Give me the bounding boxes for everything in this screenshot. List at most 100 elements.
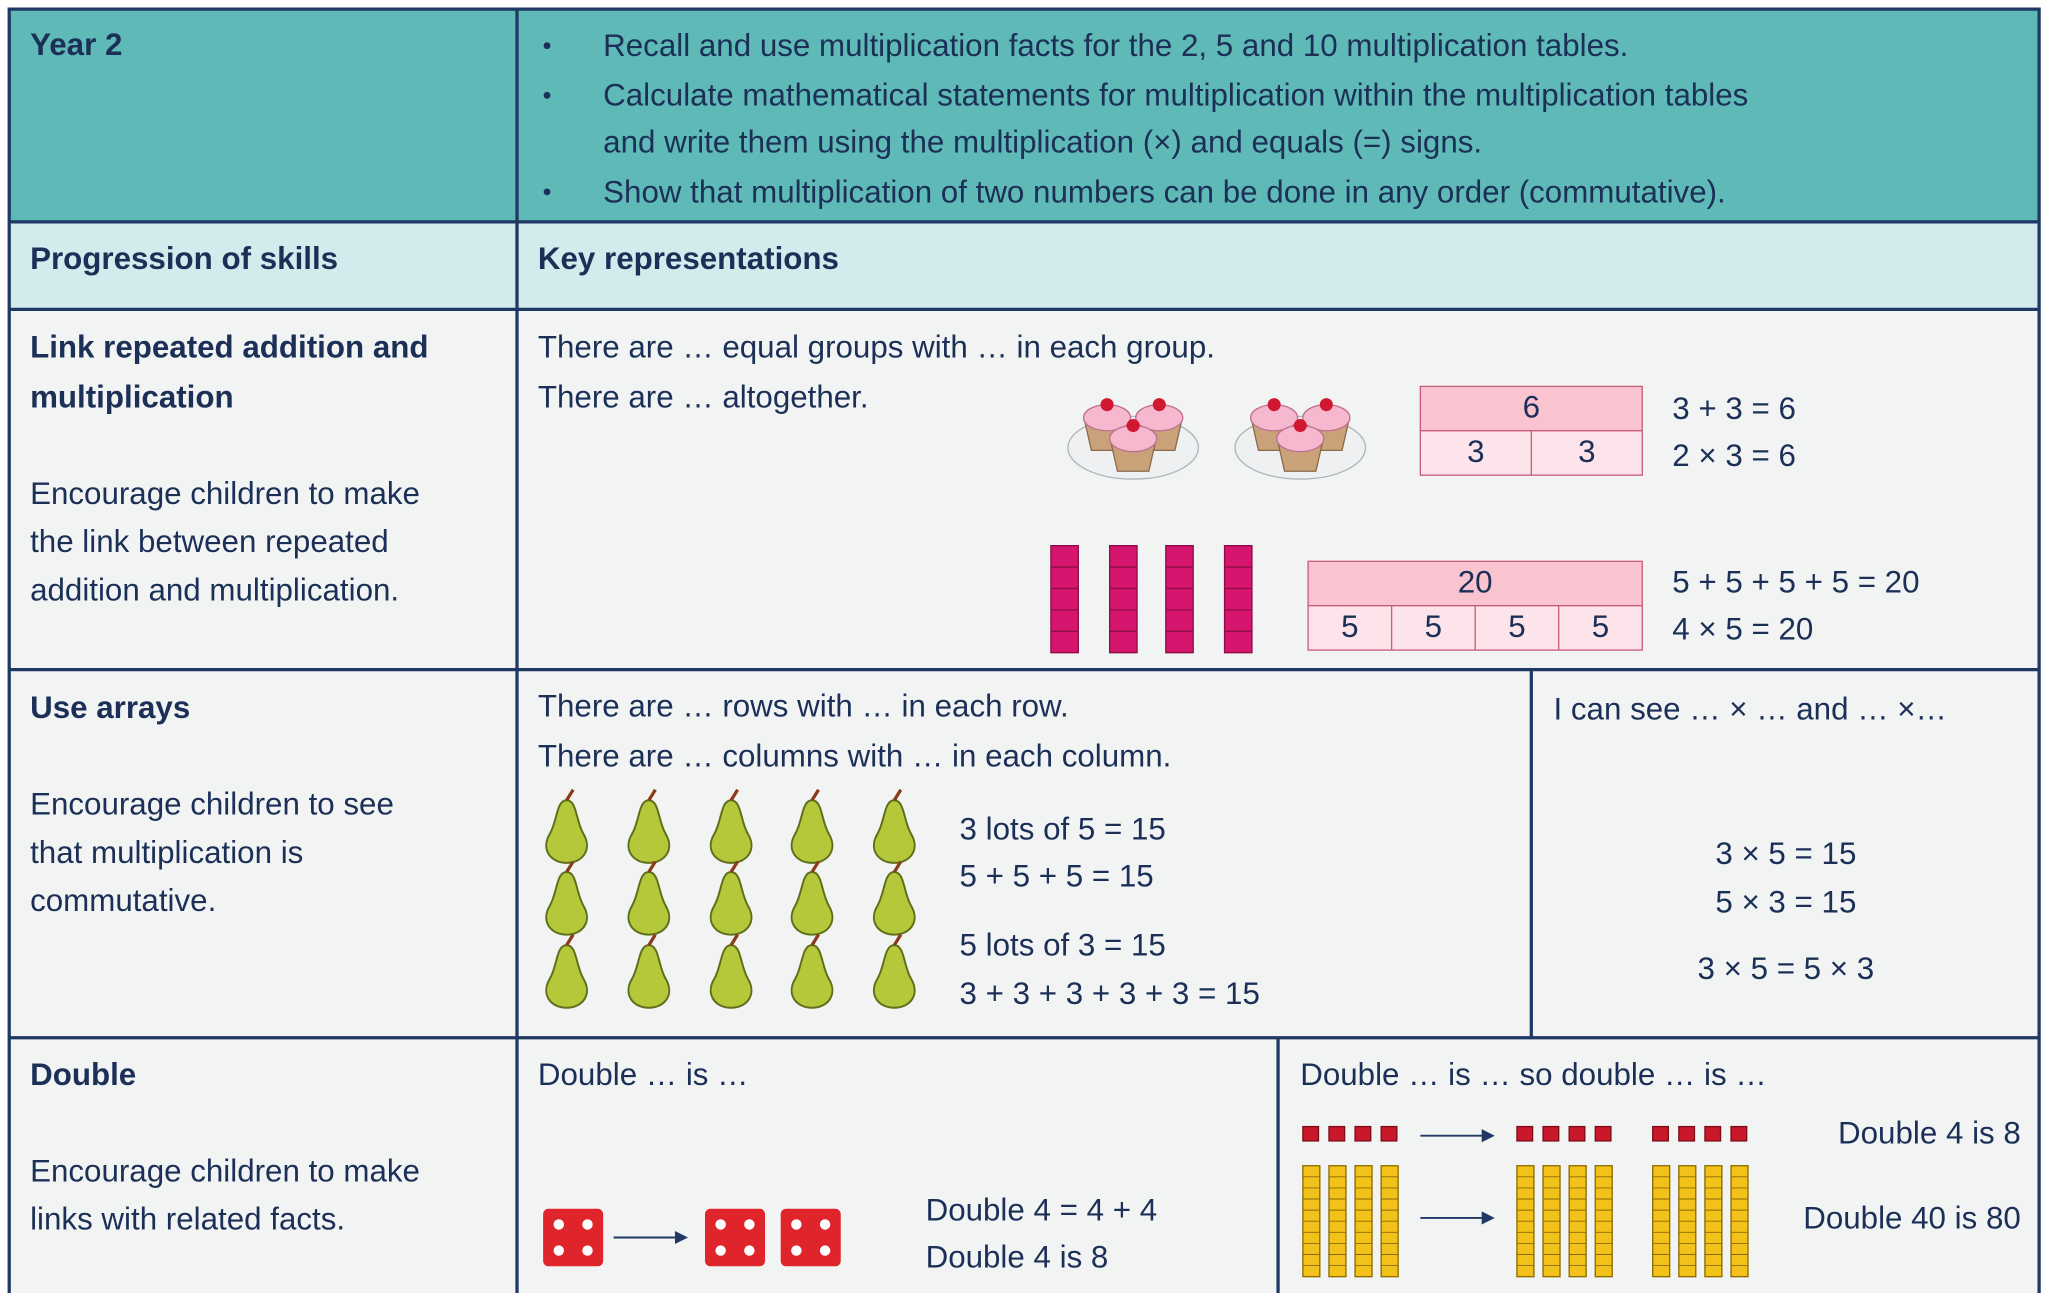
pear-stem <box>892 860 903 873</box>
cherry <box>1293 419 1307 433</box>
texts: Year 2 Recall and use multiplication fact… <box>30 27 2021 1275</box>
pear-stem <box>647 933 657 946</box>
objective-line: Calculate mathematical statements for mu… <box>603 78 1748 113</box>
skill-description: the link between repeated <box>30 524 389 559</box>
die-pip <box>791 1219 802 1230</box>
bar-part-label: 3 <box>1578 434 1595 469</box>
pear <box>709 944 753 1009</box>
equation: 3 + 3 + 3 + 3 + 3 = 15 <box>960 976 1260 1011</box>
bullet <box>543 42 551 50</box>
pear-stem <box>565 860 575 873</box>
pear <box>545 799 588 864</box>
unit-cube <box>1354 1125 1372 1142</box>
equation: 3 × 5 = 5 × 3 <box>1697 951 1874 986</box>
skill-description: Encourage children to make <box>30 476 420 511</box>
pear <box>709 799 753 864</box>
unit-cube <box>1516 1125 1534 1142</box>
pear <box>627 944 671 1009</box>
skill-description: links with related facts. <box>30 1202 345 1237</box>
die-pip <box>819 1245 831 1256</box>
pear-stem <box>729 860 740 873</box>
bar-part-label: 3 <box>1467 434 1484 469</box>
unit-cube <box>1730 1125 1748 1142</box>
bullet <box>543 188 551 196</box>
unit-cube <box>1594 1125 1612 1142</box>
pear <box>545 871 588 936</box>
die-pip <box>553 1219 564 1230</box>
skill-title: Double <box>30 1057 136 1092</box>
pear <box>545 944 588 1009</box>
cube-tower <box>1050 545 1079 654</box>
bar-total-label: 6 <box>1523 390 1540 425</box>
cherry <box>1152 398 1166 412</box>
arrow-head <box>674 1230 689 1245</box>
skill-title: Use arrays <box>30 690 190 725</box>
illustrations <box>543 385 1749 1278</box>
column-heading: Key representations <box>538 241 839 276</box>
pear-stem <box>565 933 575 946</box>
die-pip <box>819 1219 831 1230</box>
pear-stem <box>565 788 575 802</box>
pear <box>872 799 916 864</box>
prompt: There are … columns with … in each colum… <box>538 738 1171 773</box>
equation: 5 + 5 + 5 + 5 = 20 <box>1672 565 1919 600</box>
unit-cube <box>1380 1125 1398 1142</box>
arrow-head <box>1481 1211 1495 1225</box>
pear-stem <box>810 933 820 946</box>
bar-part-label: 5 <box>1508 609 1525 644</box>
unit-cube <box>1328 1125 1346 1142</box>
die-pip <box>744 1219 755 1230</box>
column-heading: Progression of skills <box>30 241 338 276</box>
cube-tower <box>1109 545 1138 654</box>
die-pip <box>715 1219 726 1230</box>
die-pip <box>553 1245 564 1256</box>
equation: 2 × 3 = 6 <box>1672 438 1796 473</box>
unit-cube <box>1302 1125 1320 1142</box>
columns-row <box>9 221 2040 310</box>
equation: 5 + 5 + 5 = 15 <box>960 858 1154 893</box>
pear-stem <box>810 860 820 873</box>
pear <box>709 871 753 936</box>
objective-line: Show that multiplication of two numbers … <box>603 174 1726 209</box>
equation: 3 + 3 = 6 <box>1672 391 1796 426</box>
cube-tower <box>1165 545 1194 654</box>
pear <box>627 799 671 864</box>
skill-description: Encourage children to make <box>30 1153 420 1188</box>
die-pip <box>744 1245 755 1256</box>
equation: Double 4 = 4 + 4 <box>926 1193 1158 1228</box>
fact: Double 40 is 80 <box>1803 1200 2021 1235</box>
pear <box>790 871 834 936</box>
pear <box>872 944 916 1009</box>
skill-description: Encourage children to see <box>30 787 394 822</box>
prompt: There are … equal groups with … in each … <box>538 330 1215 365</box>
unit-cube <box>1652 1125 1670 1142</box>
skill-title: multiplication <box>30 379 234 414</box>
cherry <box>1126 419 1140 433</box>
unit-cube <box>1568 1125 1586 1142</box>
prompt: There are … altogether. <box>538 379 869 414</box>
prompt: Double … is … so double … is … <box>1300 1057 1766 1092</box>
pear <box>872 871 916 936</box>
cell-borders <box>7 7 2041 1293</box>
pear <box>790 944 834 1009</box>
die <box>780 1208 841 1267</box>
bar-part-label: 5 <box>1425 609 1442 644</box>
equation: 4 × 5 = 20 <box>1672 612 1813 647</box>
pear-stem <box>729 788 740 802</box>
pear-stem <box>647 788 657 802</box>
bar-part-label: 5 <box>1341 609 1358 644</box>
body-rows <box>9 309 2040 1293</box>
arrow-head <box>1481 1129 1495 1143</box>
year-title: Year 2 <box>30 27 122 62</box>
cherry <box>1319 398 1333 412</box>
prompt: Double … is … <box>538 1057 749 1092</box>
prompt: There are … rows with … in each row. <box>538 689 1069 724</box>
pear <box>790 799 834 864</box>
fact: Double 4 is 8 <box>1838 1116 2021 1151</box>
die-pip <box>791 1245 802 1256</box>
cube-tower <box>1223 545 1253 654</box>
skill-description: that multiplication is <box>30 835 303 870</box>
skill-description: addition and multiplication. <box>30 572 399 607</box>
die-pip <box>582 1219 593 1230</box>
